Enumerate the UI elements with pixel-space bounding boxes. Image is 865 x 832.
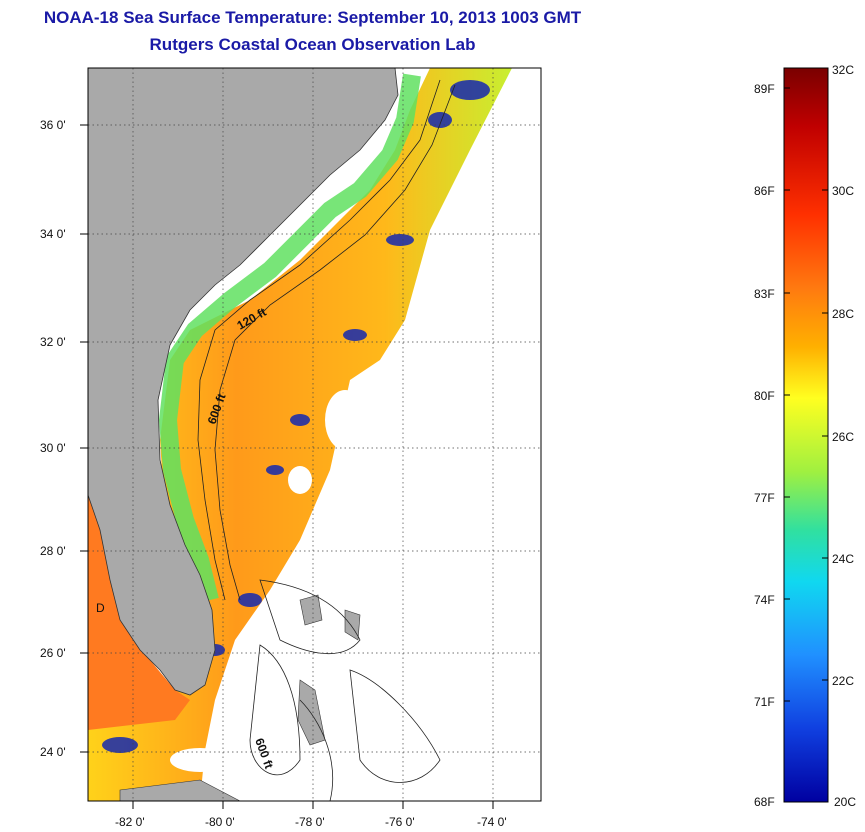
colorbar-c-label: 26C [832,430,854,444]
colorbar-f-label: 74F [754,593,775,607]
nearshore-band [158,73,421,603]
lon-ticks [132,801,494,809]
cloud-gaps [170,390,365,772]
map-subtitle: Rutgers Coastal Ocean Observation Lab [149,35,476,54]
lat-tick-label: 36 0' [40,118,66,132]
lat-tick-label: 28 0' [40,544,66,558]
lon-tick-label: -82 0' [115,815,145,829]
lon-tick-label: -78 0' [295,815,325,829]
colorbar-f-label: 68F [754,795,775,809]
colorbar-f-label: 86F [754,184,775,198]
colorbar-f-label: 89F [754,82,775,96]
colorbar-c-label: 28C [832,307,854,321]
map-border [87,67,542,802]
lat-tick-label: 32 0' [40,335,66,349]
graticule [88,68,541,801]
colorbar-f-label: 83F [754,287,775,301]
sst-swath [88,68,512,801]
lon-tick-label: -74 0' [477,815,507,829]
colorbar-c-label: 22C [832,674,854,688]
colorbar-f-label: 77F [754,491,775,505]
colorbar-c-label: 30C [832,184,854,198]
map-layers: 120 ft 600 ft 600 ft D [88,68,541,801]
lon-tick-label: -80 0' [205,815,235,829]
temperature-colorbar [783,67,829,803]
lat-tick-label: 24 0' [40,745,66,759]
colorbar-c-label: 24C [832,552,854,566]
region-label: D [96,601,105,615]
lat-ticks [80,124,88,753]
colorbar-f-label: 80F [754,389,775,403]
lat-tick-label: 34 0' [40,227,66,241]
colorbar-c-label: 32C [832,63,854,77]
map-title: NOAA-18 Sea Surface Temperature: Septemb… [43,8,582,27]
colorbar-c-label: 20C [834,795,856,809]
islands [119,594,361,801]
colorbar-f-label: 71F [754,695,775,709]
lon-tick-label: -76 0' [385,815,415,829]
bathymetry-contours [197,79,456,801]
lat-tick-label: 30 0' [40,441,66,455]
colorbar-ticks [784,67,828,702]
lat-tick-label: 26 0' [40,646,66,660]
